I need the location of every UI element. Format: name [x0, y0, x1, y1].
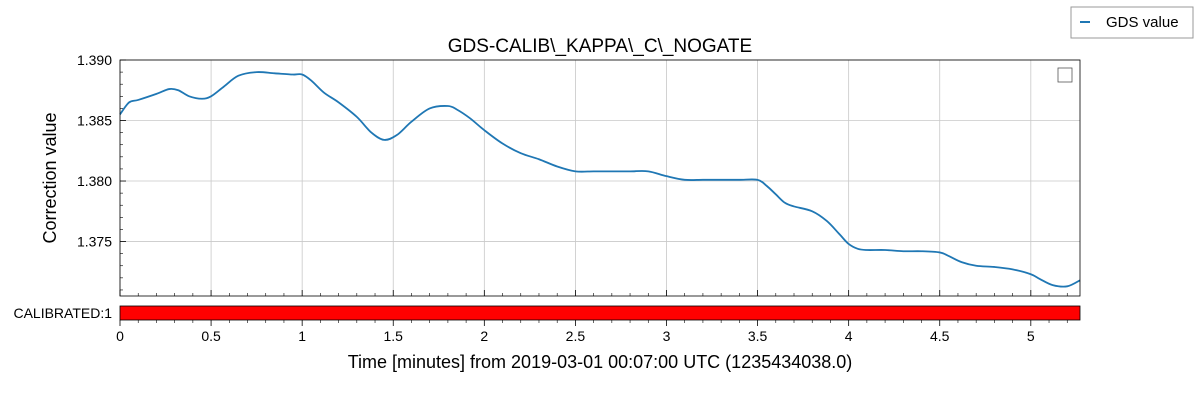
y-tick-label: 1.390	[77, 52, 112, 68]
figure-legend: GDS value	[1070, 6, 1194, 39]
x-grid	[119, 60, 1032, 296]
x-tick-label: 2	[480, 328, 488, 344]
main-axes: 1.375 1.380 1.385 1.390 Correction value	[40, 52, 1081, 297]
y-tick-label: 1.385	[77, 113, 112, 129]
series-layer	[119, 71, 1081, 288]
x-tick-label: 4	[845, 328, 853, 344]
segment-label: CALIBRATED:1	[13, 305, 112, 321]
inner-legend-box	[1057, 67, 1073, 83]
x-tick-label: 3	[663, 328, 671, 344]
y-tick-label: 1.380	[77, 173, 112, 189]
x-tick-label: 0	[116, 328, 124, 344]
segment-x-ticks	[119, 320, 1068, 326]
x-tick-label: 4.5	[930, 328, 950, 344]
plot-frame	[119, 59, 1081, 297]
segment-active-bar	[120, 306, 1080, 320]
main-x-ticks	[119, 290, 1068, 296]
x-tick-labels: 0 0.5 1 1.5 2 2.5 3 3.5 4 4.5 5	[116, 328, 1035, 344]
x-tick-label: 3.5	[748, 328, 768, 344]
segment-frame	[119, 305, 1081, 321]
series-line-gds-value	[119, 71, 1081, 288]
x-axis-label: Time [minutes] from 2019-03-01 00:07:00 …	[348, 352, 853, 372]
y-tick-label: 1.375	[77, 234, 112, 250]
x-tick-label: 1	[298, 328, 306, 344]
segment-bars	[120, 306, 1080, 320]
segment-axes: CALIBRATED:1 0 0.5 1 1.5 2 2.5 3 3.5 4 4.5 5 Time …	[13, 305, 1081, 372]
legend-entry-label: GDS value	[1106, 14, 1179, 31]
legend-frame	[1070, 6, 1194, 39]
plot-area	[120, 60, 1080, 296]
y-axis-label: Correction value	[40, 112, 60, 243]
x-tick-label: 2.5	[566, 328, 586, 344]
x-tick-label: 0.5	[201, 328, 221, 344]
y-ticks: 1.375 1.380 1.385 1.390	[77, 52, 126, 291]
x-tick-label: 5	[1027, 328, 1035, 344]
x-tick-label: 1.5	[384, 328, 404, 344]
chart-title: GDS-CALIB\_KAPPA\_C\_NOGATE	[448, 36, 752, 57]
